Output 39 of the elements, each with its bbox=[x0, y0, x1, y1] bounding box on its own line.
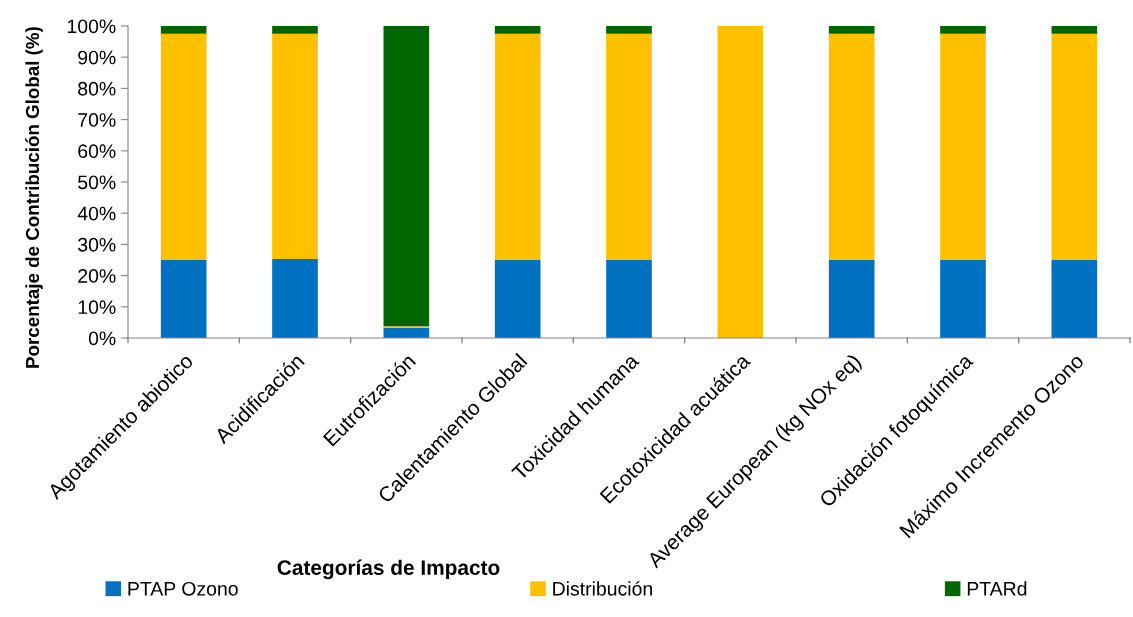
y-tick-label: 0% bbox=[88, 331, 116, 346]
legend-label: PTARd bbox=[967, 581, 1027, 596]
bar bbox=[272, 33, 318, 260]
bar bbox=[494, 26, 541, 34]
y-tick-label: 40% bbox=[77, 206, 116, 221]
bar bbox=[160, 260, 207, 338]
bar bbox=[828, 33, 875, 260]
y-tick-label: 100% bbox=[67, 19, 116, 34]
y-tick-label: 10% bbox=[78, 300, 116, 315]
bar bbox=[940, 33, 986, 260]
bar bbox=[272, 259, 318, 338]
bar bbox=[606, 260, 652, 338]
bar bbox=[160, 33, 207, 260]
bar bbox=[1051, 260, 1098, 338]
legend-label: PTAP Ozono bbox=[128, 581, 238, 596]
y-tick-label: 60% bbox=[78, 144, 116, 159]
bar bbox=[606, 33, 652, 260]
bar bbox=[160, 26, 207, 34]
bar bbox=[383, 26, 430, 327]
y-tick-label: 20% bbox=[78, 269, 116, 283]
bar bbox=[940, 260, 986, 338]
x-axis-title: Categorías de Impacto bbox=[277, 559, 500, 580]
legend-label: Distribución bbox=[553, 581, 652, 596]
bar bbox=[272, 26, 318, 34]
bar bbox=[828, 260, 875, 338]
y-tick-label: 30% bbox=[78, 237, 116, 252]
y-tick-label: 70% bbox=[78, 113, 116, 127]
bar bbox=[606, 26, 652, 34]
y-tick-label: 90% bbox=[78, 50, 116, 65]
bar bbox=[828, 26, 875, 34]
y-tick-label: 50% bbox=[78, 175, 116, 190]
y-axis-title: Porcentaje de Contribución Global (%) bbox=[25, 27, 43, 368]
y-tick-label: 80% bbox=[78, 81, 116, 96]
bar bbox=[494, 260, 541, 338]
bar bbox=[1051, 26, 1098, 34]
bar bbox=[494, 33, 541, 260]
bar bbox=[717, 26, 764, 338]
bar bbox=[940, 26, 986, 34]
bar bbox=[1051, 33, 1098, 260]
